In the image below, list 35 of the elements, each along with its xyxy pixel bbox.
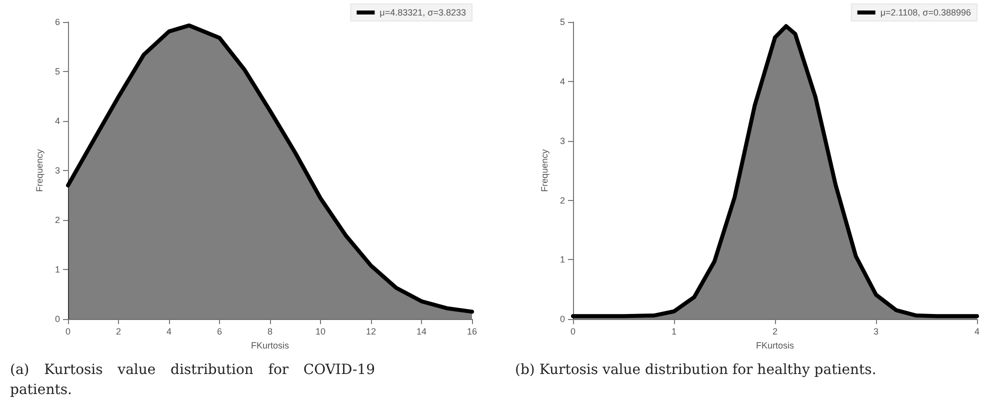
y-axis-title: Frequency xyxy=(34,148,45,192)
x-tick-label: 1 xyxy=(671,326,677,337)
x-tick-label: 0 xyxy=(65,326,71,337)
legend-label: μ=4.83321, σ=3.8233 xyxy=(380,8,466,18)
x-tick-label: 4 xyxy=(974,326,980,337)
x-tick-label: 10 xyxy=(315,326,326,337)
x-axis-title: FKurtosis xyxy=(250,340,290,350)
y-tick-label: 1 xyxy=(560,254,565,265)
x-tick-label: 0 xyxy=(570,326,576,337)
y-tick-label: 5 xyxy=(560,17,565,27)
y-tick-label: 0 xyxy=(54,314,60,324)
y-tick-label: 0 xyxy=(560,314,565,324)
x-tick-label: 8 xyxy=(267,326,273,337)
x-tick-label: 4 xyxy=(166,326,172,337)
y-tick-label: 2 xyxy=(560,195,565,206)
y-tick-label: 5 xyxy=(54,66,60,77)
x-tick-label: 2 xyxy=(772,326,778,337)
text: (a) Kurtosis value distribution for COVID-19 patients. xyxy=(10,361,375,400)
y-tick-label: 1 xyxy=(54,264,60,275)
x-tick-label: 12 xyxy=(366,326,376,337)
y-tick-label: 4 xyxy=(54,116,60,126)
y-tick-label: 3 xyxy=(54,166,60,176)
y-tick-label: 2 xyxy=(54,215,60,226)
x-tick-label: 16 xyxy=(466,326,478,337)
x-axis-title: FKurtosis xyxy=(756,340,794,350)
y-axis-title: Frequency xyxy=(540,148,550,192)
x-tick-label: 3 xyxy=(873,326,879,337)
x-tick-label: 6 xyxy=(216,326,222,337)
x-tick-label: 2 xyxy=(116,326,122,337)
y-tick-label: 3 xyxy=(560,136,565,146)
legend-label: μ=2.1108, σ=0.388996 xyxy=(880,8,972,18)
y-tick-label: 6 xyxy=(54,17,60,27)
x-tick-label: 14 xyxy=(416,326,427,337)
y-tick-label: 4 xyxy=(560,76,565,86)
text: (b) Kurtosis value distribution for healthy patients. xyxy=(515,361,878,380)
